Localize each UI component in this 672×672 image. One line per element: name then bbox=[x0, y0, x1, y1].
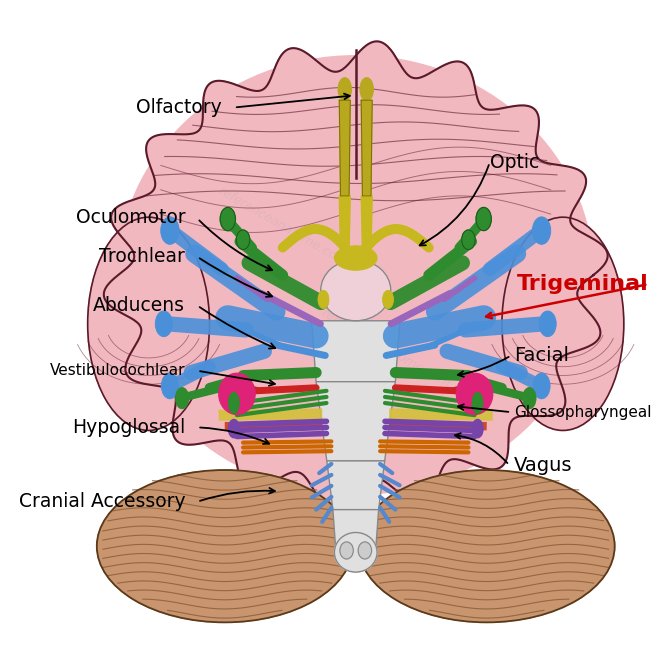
Text: Vagus: Vagus bbox=[514, 456, 573, 474]
Text: referenceanatome.com: referenceanatome.com bbox=[319, 306, 453, 390]
Ellipse shape bbox=[340, 542, 353, 559]
Ellipse shape bbox=[358, 542, 372, 559]
Text: Oculomotor: Oculomotor bbox=[75, 208, 185, 226]
Polygon shape bbox=[362, 196, 372, 253]
Ellipse shape bbox=[539, 311, 556, 337]
Text: Trochlear: Trochlear bbox=[99, 247, 185, 266]
Text: Trigeminal: Trigeminal bbox=[516, 274, 648, 294]
Text: Facial: Facial bbox=[514, 346, 569, 365]
Ellipse shape bbox=[87, 217, 210, 431]
Ellipse shape bbox=[161, 373, 179, 398]
Ellipse shape bbox=[335, 246, 377, 270]
Ellipse shape bbox=[476, 208, 491, 230]
Ellipse shape bbox=[338, 78, 351, 101]
Ellipse shape bbox=[228, 419, 239, 437]
Ellipse shape bbox=[335, 532, 377, 572]
Text: Optic: Optic bbox=[490, 153, 539, 172]
Ellipse shape bbox=[502, 217, 624, 431]
Ellipse shape bbox=[533, 373, 550, 398]
Polygon shape bbox=[339, 196, 350, 253]
Ellipse shape bbox=[360, 78, 374, 101]
Polygon shape bbox=[362, 100, 372, 196]
Polygon shape bbox=[339, 100, 350, 196]
Ellipse shape bbox=[532, 217, 550, 245]
Ellipse shape bbox=[228, 392, 239, 414]
Polygon shape bbox=[103, 42, 607, 509]
Polygon shape bbox=[333, 509, 378, 552]
Text: referenceanatome.com: referenceanatome.com bbox=[216, 184, 349, 269]
Text: Hypoglossal: Hypoglossal bbox=[72, 418, 185, 437]
Ellipse shape bbox=[175, 388, 189, 409]
Polygon shape bbox=[316, 382, 395, 461]
Text: Abducens: Abducens bbox=[93, 296, 185, 315]
Ellipse shape bbox=[321, 260, 391, 321]
Polygon shape bbox=[327, 461, 384, 509]
Ellipse shape bbox=[220, 208, 235, 230]
Ellipse shape bbox=[359, 470, 615, 622]
Text: Glossopharyngeal: Glossopharyngeal bbox=[514, 405, 652, 419]
Ellipse shape bbox=[318, 290, 329, 308]
Text: Cranial Accessory: Cranial Accessory bbox=[19, 492, 185, 511]
Ellipse shape bbox=[218, 373, 255, 415]
Ellipse shape bbox=[161, 217, 179, 245]
Text: Olfactory: Olfactory bbox=[136, 98, 222, 117]
Ellipse shape bbox=[155, 311, 172, 337]
Ellipse shape bbox=[118, 56, 593, 495]
Ellipse shape bbox=[523, 388, 536, 409]
Ellipse shape bbox=[97, 470, 353, 622]
Ellipse shape bbox=[456, 373, 493, 415]
Ellipse shape bbox=[472, 392, 483, 414]
Ellipse shape bbox=[382, 290, 394, 308]
Polygon shape bbox=[312, 321, 400, 382]
Ellipse shape bbox=[237, 230, 250, 249]
Ellipse shape bbox=[472, 419, 483, 437]
Ellipse shape bbox=[462, 230, 475, 249]
Text: Vestibulocochlear: Vestibulocochlear bbox=[50, 364, 185, 378]
